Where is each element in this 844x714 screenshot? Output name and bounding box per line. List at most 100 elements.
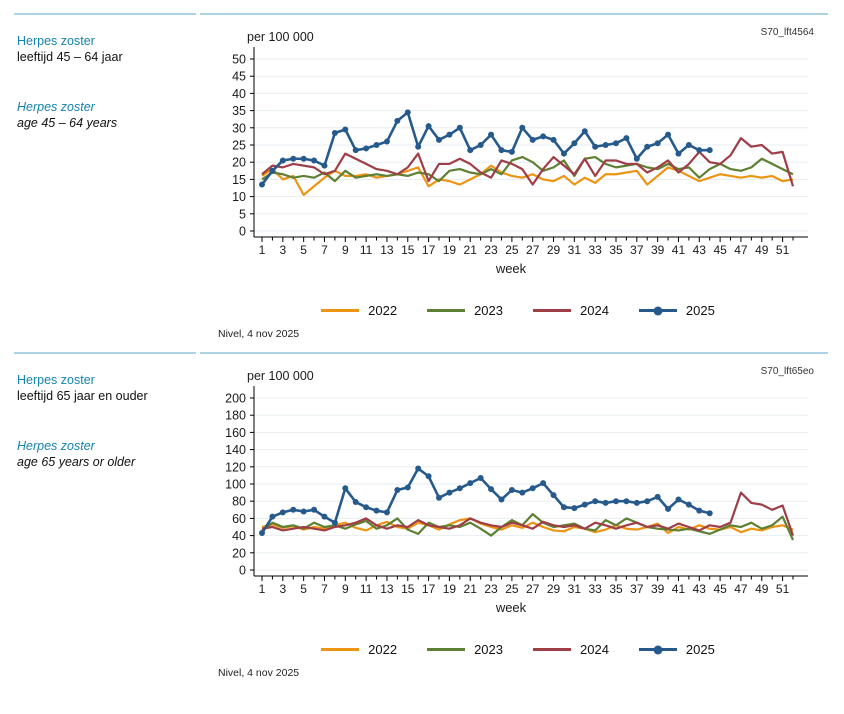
series-marker-2025 bbox=[654, 493, 661, 500]
x-tick-label: 45 bbox=[713, 582, 727, 596]
series-marker-2025 bbox=[383, 509, 390, 516]
series-marker-2025 bbox=[342, 485, 349, 492]
y-tick-label: 5 bbox=[239, 207, 246, 221]
legend-swatch-2024 bbox=[533, 309, 571, 312]
series-marker-2025 bbox=[331, 129, 338, 136]
x-tick-label: 49 bbox=[755, 243, 769, 257]
legend-item-2023: 2023 bbox=[427, 642, 503, 657]
x-tick-label: 41 bbox=[672, 243, 686, 257]
series-marker-2025 bbox=[300, 155, 307, 162]
series-marker-2025 bbox=[342, 126, 349, 133]
series-marker-2025 bbox=[706, 510, 713, 517]
x-tick-label: 23 bbox=[484, 243, 498, 257]
subtitle-en: age 45 – 64 years bbox=[17, 115, 118, 130]
series-line-2022 bbox=[261, 164, 794, 196]
series-marker-2025 bbox=[675, 496, 682, 503]
legend-swatch-2025 bbox=[638, 645, 677, 654]
series-marker-2025 bbox=[456, 485, 463, 492]
series-marker-2025 bbox=[352, 499, 359, 506]
x-tick-label: 7 bbox=[321, 243, 328, 257]
series-marker-2025 bbox=[529, 485, 536, 492]
x-axis-title: week bbox=[495, 261, 527, 276]
x-tick-label: 7 bbox=[321, 582, 328, 596]
series-marker-2025 bbox=[498, 496, 505, 503]
series-marker-2025 bbox=[446, 489, 453, 496]
series-marker-2025 bbox=[477, 142, 484, 148]
series-marker-2025 bbox=[602, 142, 609, 148]
series-marker-2025 bbox=[675, 150, 682, 157]
series-marker-2025 bbox=[602, 499, 609, 506]
x-axis-title: week bbox=[495, 600, 527, 615]
series-marker-2025 bbox=[623, 498, 630, 505]
series-marker-2025 bbox=[696, 147, 703, 154]
legend-label-2025: 2025 bbox=[685, 642, 715, 657]
y-tick-label: 80 bbox=[232, 495, 246, 509]
series-marker-2025 bbox=[508, 148, 515, 155]
legend-item-2024: 2024 bbox=[533, 642, 609, 657]
legend-swatch-2023 bbox=[427, 309, 466, 312]
chart-legend: 2022 2023 2024 2025 bbox=[208, 642, 828, 657]
y-tick-label: 15 bbox=[232, 173, 246, 187]
section-herpes-zoster-65-plus: Herpes zoster leeftijd 65 jaar en ouder … bbox=[14, 352, 828, 679]
series-marker-2025 bbox=[331, 519, 338, 526]
series-marker-2025 bbox=[279, 157, 286, 164]
x-tick-label: 9 bbox=[342, 243, 349, 257]
series-marker-2025 bbox=[394, 117, 401, 124]
series-marker-2025 bbox=[560, 150, 567, 157]
x-tick-label: 47 bbox=[734, 243, 748, 257]
y-tick-label: 40 bbox=[232, 529, 246, 543]
x-tick-label: 1 bbox=[259, 582, 266, 596]
y-tick-label: 120 bbox=[225, 460, 246, 474]
source-note: Nivel, 4 nov 2025 bbox=[218, 328, 300, 340]
x-tick-label: 15 bbox=[401, 582, 415, 596]
series-marker-2025 bbox=[425, 123, 432, 130]
legend-item-2023: 2023 bbox=[427, 303, 503, 318]
series-marker-2025 bbox=[508, 487, 515, 494]
chart-column-45-64: S70_lft4564 0 5 10 15 20 25 30 35 40 45 50 1 3 5 7 9 11 1… bbox=[200, 13, 828, 340]
series-marker-2025 bbox=[540, 480, 547, 487]
x-tick-label: 31 bbox=[568, 243, 582, 257]
legend-item-2025: 2025 bbox=[638, 303, 715, 318]
x-tick-label: 37 bbox=[630, 243, 644, 257]
title-en: Herpes zoster bbox=[17, 438, 95, 453]
series-marker-2025 bbox=[404, 484, 411, 491]
series-marker-2025 bbox=[269, 167, 276, 174]
y-tick-label: 35 bbox=[232, 104, 246, 118]
x-tick-label: 29 bbox=[547, 582, 561, 596]
x-tick-label: 13 bbox=[380, 243, 394, 257]
y-tick-label: 50 bbox=[232, 53, 246, 67]
legend-swatch-2025 bbox=[638, 306, 677, 315]
legend-item-2022: 2022 bbox=[321, 303, 397, 318]
x-tick-label: 43 bbox=[693, 243, 707, 257]
x-tick-label: 23 bbox=[484, 582, 498, 596]
x-tick-label: 51 bbox=[776, 582, 790, 596]
series-marker-2025 bbox=[269, 513, 276, 520]
y-tick-label: 0 bbox=[239, 225, 246, 239]
legend-label-2022: 2022 bbox=[368, 642, 398, 657]
series-marker-2025 bbox=[467, 147, 474, 154]
x-tick-label: 21 bbox=[464, 243, 478, 257]
chart-column-65-plus: S70_lft65eo 0 20 40 60 80 100 120 140 160 180 200 1… bbox=[200, 352, 828, 679]
y-tick-label: 0 bbox=[239, 564, 246, 578]
y-tick-label: 30 bbox=[232, 121, 246, 135]
x-tick-label: 11 bbox=[360, 582, 373, 596]
series-marker-2025 bbox=[685, 142, 692, 148]
series-marker-2025 bbox=[415, 143, 422, 150]
series-marker-2025 bbox=[540, 133, 547, 140]
y-tick-label: 10 bbox=[232, 190, 246, 204]
series-marker-2025 bbox=[352, 147, 359, 154]
x-tick-label: 47 bbox=[734, 582, 748, 596]
series-marker-2025 bbox=[665, 505, 672, 512]
x-tick-label: 5 bbox=[300, 582, 307, 596]
x-tick-label: 15 bbox=[401, 243, 415, 257]
section-herpes-zoster-45-64: Herpes zoster leeftijd 45 – 64 jaar Herp… bbox=[14, 13, 828, 340]
legend-label-2024: 2024 bbox=[580, 303, 609, 318]
label-column-65-plus: Herpes zoster leeftijd 65 jaar en ouder … bbox=[14, 352, 196, 679]
series-marker-2025 bbox=[592, 143, 599, 150]
series-marker-2025 bbox=[685, 501, 692, 508]
series-marker-2025 bbox=[488, 131, 495, 138]
series-marker-2025 bbox=[581, 501, 588, 508]
series-marker-2025 bbox=[519, 124, 526, 131]
legend-label-2022: 2022 bbox=[368, 303, 398, 318]
series-marker-2025 bbox=[560, 504, 567, 511]
